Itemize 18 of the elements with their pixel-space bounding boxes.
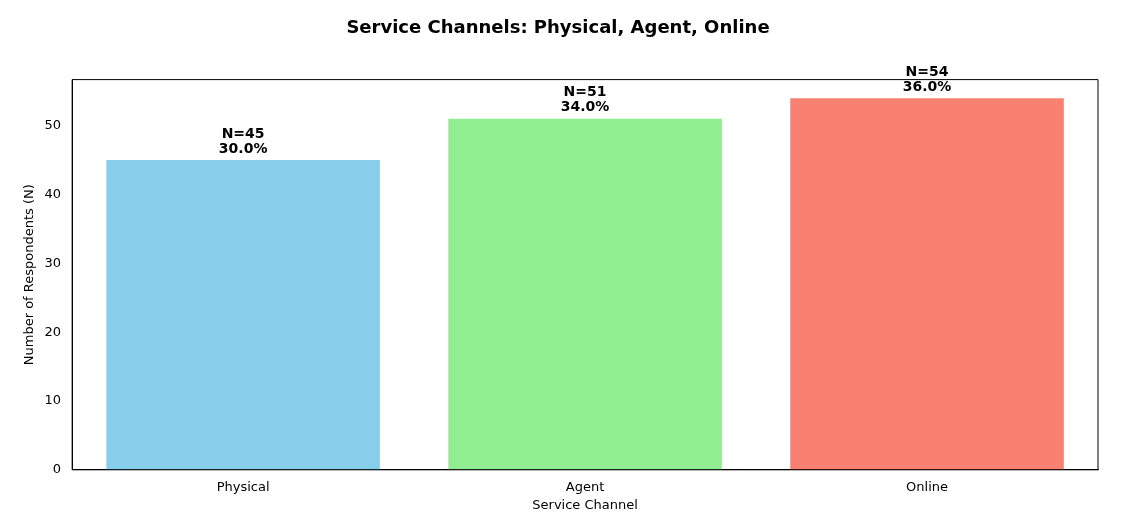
x-tick-label: Online [906,478,948,494]
bar [790,98,1064,470]
y-tick-label: 0 [52,461,62,477]
data-label: N=45 30.0% [218,124,268,156]
bar [106,160,380,470]
x-axis-title: Service Channel [532,496,638,512]
y-tick-label: 30 [44,254,62,270]
y-axis-title: Number of Respondents (N) [21,184,37,366]
chart-title: Service Channels: Physical, Agent, Online [346,16,770,38]
bar [448,118,722,470]
data-label: N=51 34.0% [560,83,610,115]
x-tick-label: Physical [216,478,270,494]
y-tick-label: 50 [44,117,62,133]
x-tick-label: Agent [565,478,605,494]
data-label: N=54 36.0% [902,62,952,94]
y-tick-label: 40 [44,185,62,201]
y-tick-label: 20 [44,323,62,339]
y-tick-label: 10 [44,392,62,408]
